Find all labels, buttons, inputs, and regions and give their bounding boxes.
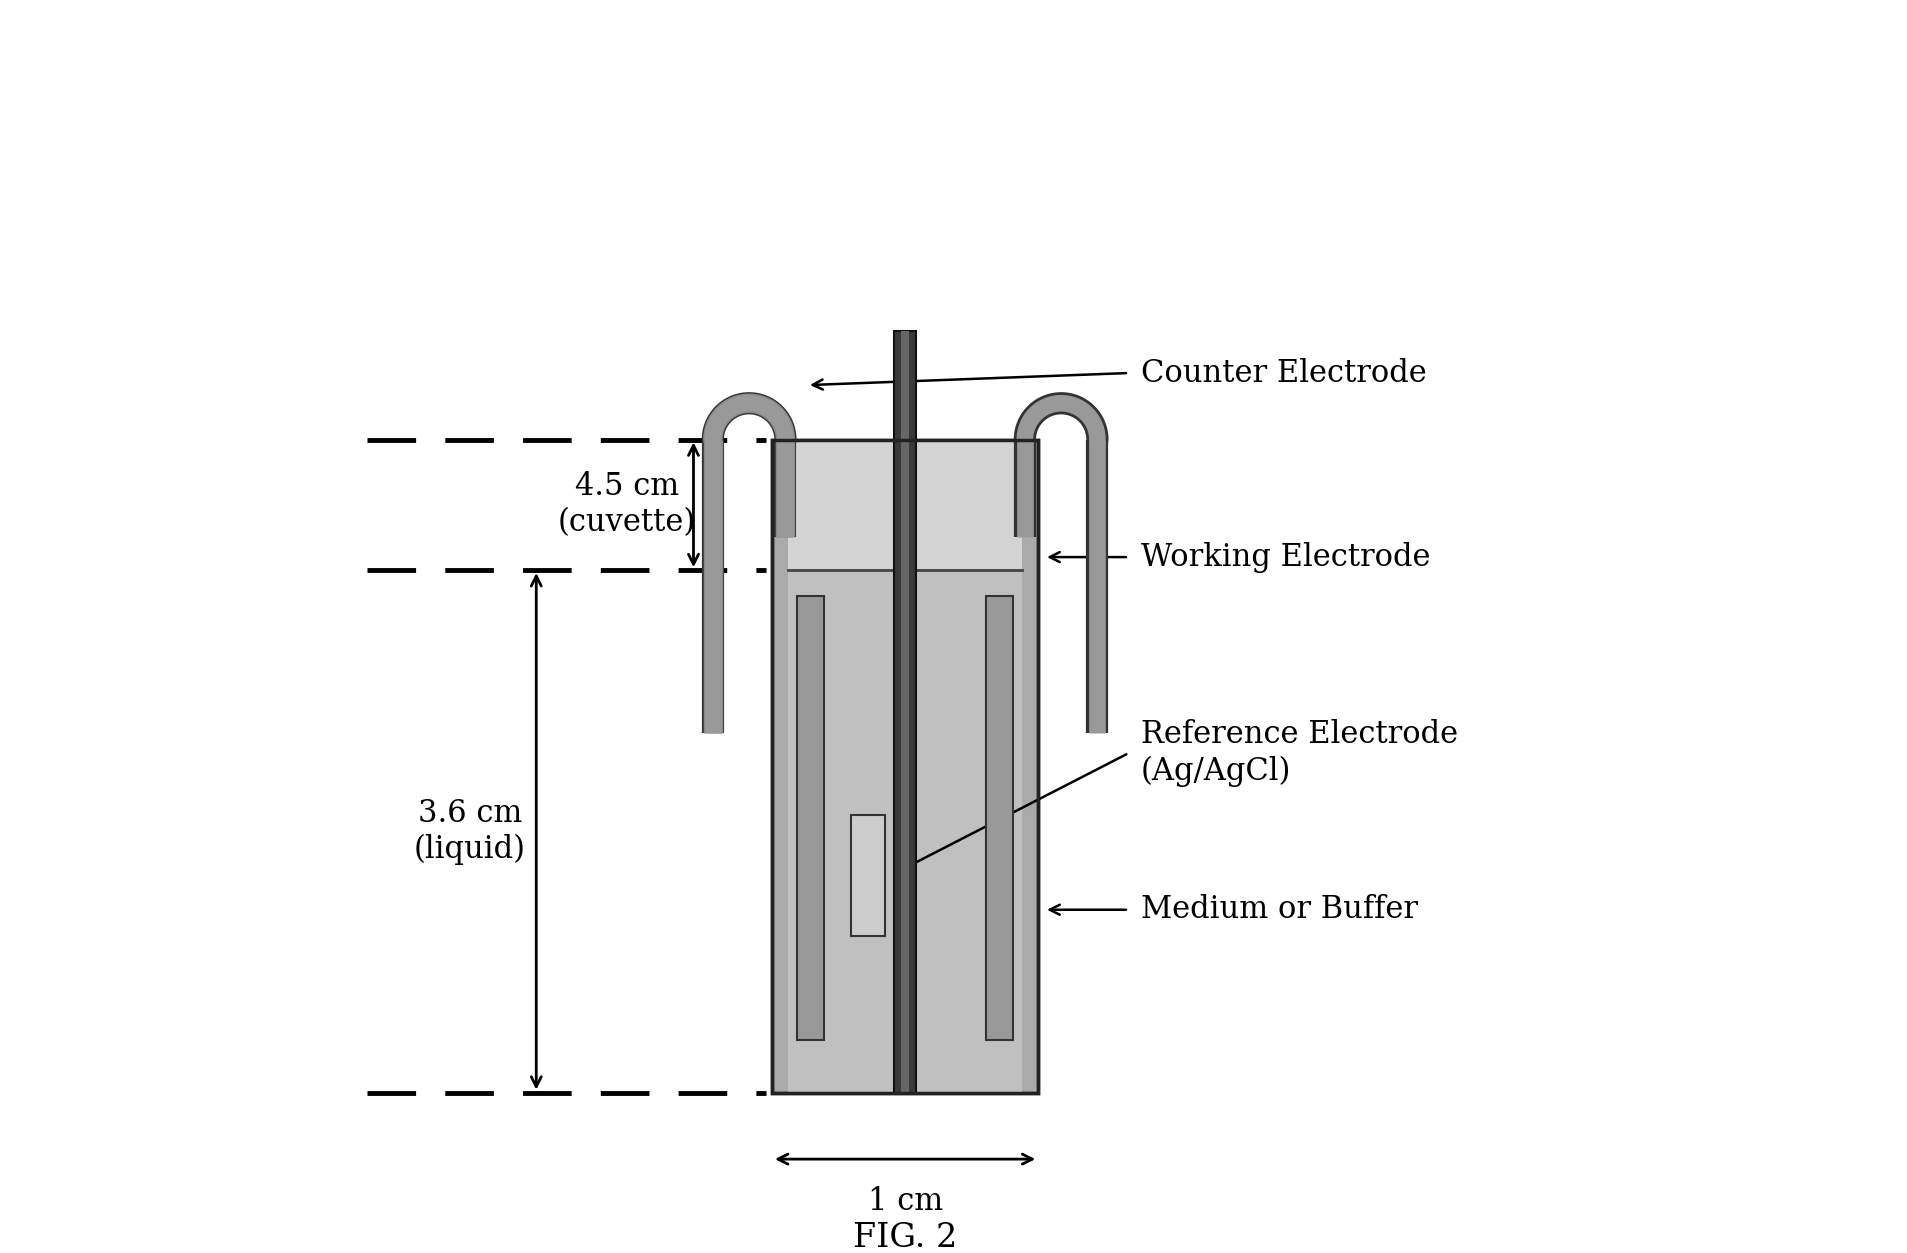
Bar	[894, 331, 915, 1093]
Bar	[851, 814, 885, 936]
Bar	[797, 596, 824, 1040]
Bar	[772, 440, 1037, 1093]
Text: Working Electrode: Working Electrode	[1140, 541, 1430, 573]
Bar	[902, 331, 910, 1093]
Text: Counter Electrode: Counter Electrode	[1140, 357, 1426, 388]
Bar	[788, 570, 1022, 1093]
Text: 4.5 cm
(cuvette): 4.5 cm (cuvette)	[559, 471, 696, 539]
Bar	[788, 440, 1022, 570]
Text: Reference Electrode
(Ag/AgCl): Reference Electrode (Ag/AgCl)	[1140, 719, 1459, 787]
Text: 1 cm: 1 cm	[868, 1185, 942, 1217]
Text: Medium or Buffer: Medium or Buffer	[1140, 895, 1419, 925]
Bar	[986, 596, 1013, 1040]
Bar	[772, 440, 1037, 1093]
Text: FIG. 2: FIG. 2	[852, 1222, 957, 1253]
Text: 3.6 cm
(liquid): 3.6 cm (liquid)	[414, 798, 526, 865]
